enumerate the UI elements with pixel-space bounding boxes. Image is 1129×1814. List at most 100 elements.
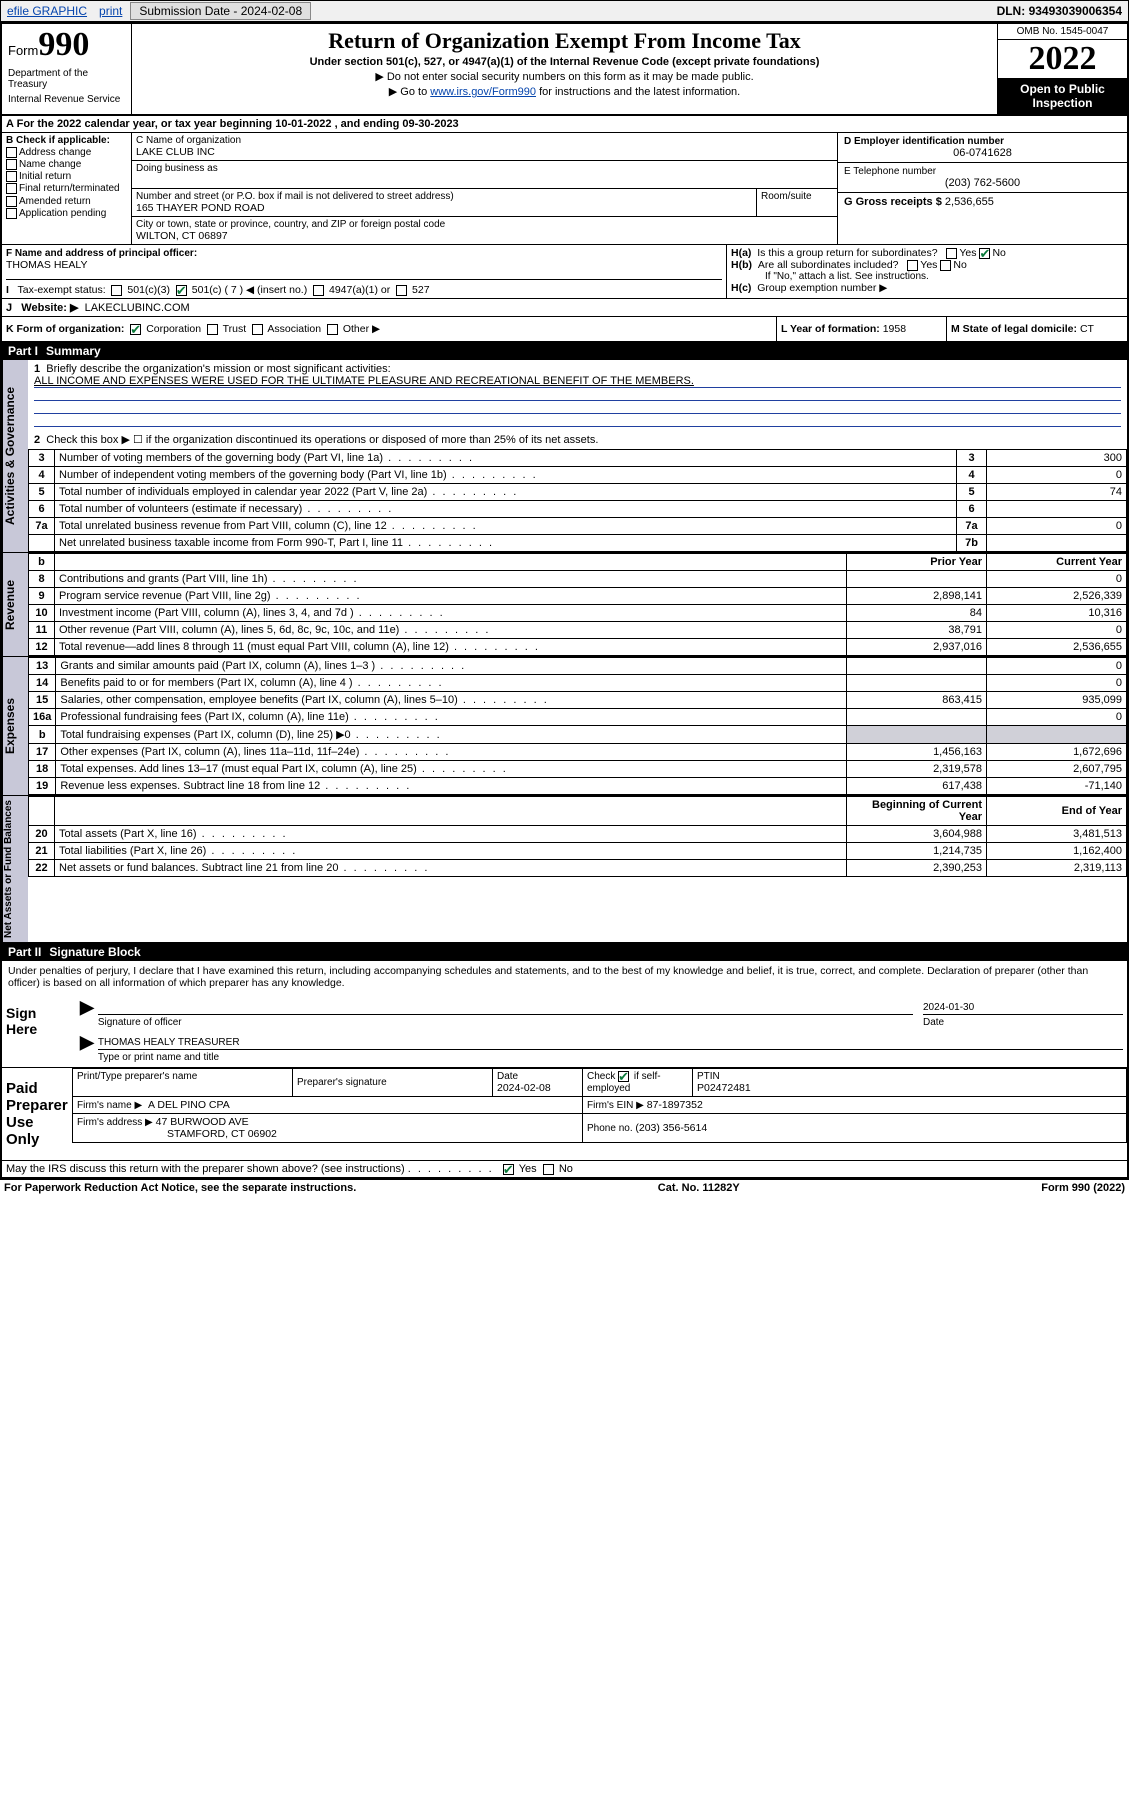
row-desc: Total unrelated business revenue from Pa… — [55, 518, 957, 535]
submission-date-btn[interactable]: Submission Date - 2024-02-08 — [130, 2, 311, 20]
row-current-year: 2,319,113 — [987, 860, 1127, 877]
officer-name-label: Type or print name and title — [98, 1052, 1123, 1063]
part2-label: Part II — [8, 945, 41, 959]
row-desc: Total number of volunteers (estimate if … — [55, 501, 957, 518]
chk-hb-yes[interactable] — [907, 260, 918, 271]
chk-trust[interactable] — [207, 324, 218, 335]
row-num: 10 — [29, 605, 55, 622]
row-desc: Total number of individuals employed in … — [55, 484, 957, 501]
row-prior-year: 1,214,735 — [847, 843, 987, 860]
row-desc: Revenue less expenses. Subtract line 18 … — [56, 778, 847, 795]
firm-phone-label: Phone no. — [587, 1123, 635, 1134]
chk-527[interactable] — [396, 285, 407, 296]
table-row: 12Total revenue—add lines 8 through 11 (… — [29, 639, 1127, 656]
row-num: 14 — [29, 675, 56, 692]
officer-signature-line[interactable] — [98, 999, 913, 1015]
row-current-year: 1,162,400 — [987, 843, 1127, 860]
year-cell: OMB No. 1545-0047 2022 Open to Public In… — [997, 24, 1127, 114]
chk-final-return[interactable] — [6, 183, 17, 194]
dln: DLN: 93493039006354 — [997, 4, 1128, 18]
addr-label: Number and street (or P.O. box if mail i… — [136, 191, 752, 202]
row-prior-year: 2,390,253 — [847, 860, 987, 877]
row-ref: 6 — [957, 501, 987, 518]
sidebar-balances: Net Assets or Fund Balances — [2, 796, 28, 942]
row-num: 17 — [29, 744, 56, 761]
lbl-application-pending: Application pending — [19, 208, 106, 219]
table-row: 3Number of voting members of the governi… — [29, 450, 1127, 467]
row-num: 22 — [29, 860, 55, 877]
chk-assoc[interactable] — [252, 324, 263, 335]
mission-q: Briefly describe the organization's miss… — [46, 363, 390, 375]
row-desc: Other revenue (Part VIII, column (A), li… — [55, 622, 847, 639]
chk-501c3[interactable] — [111, 285, 122, 296]
row-current-year: 3,481,513 — [987, 826, 1127, 843]
chk-discuss-yes[interactable] — [503, 1164, 514, 1175]
sign-date-line: 2024-01-30 — [923, 999, 1123, 1015]
tax-exempt-label: Tax-exempt status: — [18, 284, 106, 296]
row-prior-year: 863,415 — [847, 692, 987, 709]
firm-addr1: 47 BURWOOD AVE — [156, 1116, 249, 1128]
klm-row: K Form of organization: Corporation Trus… — [2, 317, 1127, 342]
form-title-cell: Return of Organization Exempt From Incom… — [132, 24, 997, 114]
form-number: 990 — [38, 26, 89, 63]
row-current-year: 0 — [987, 571, 1127, 588]
line-a-end: 09-30-2023 — [402, 118, 458, 130]
row-prior-year — [847, 726, 987, 744]
chk-corp[interactable] — [130, 324, 141, 335]
chk-discuss-no[interactable] — [543, 1164, 554, 1175]
row-value: 0 — [987, 518, 1127, 535]
row-num: b — [29, 726, 56, 744]
note2-pre: ▶ Go to — [389, 86, 430, 98]
efile-link[interactable]: efile GRAPHIC — [1, 4, 93, 18]
chk-other[interactable] — [327, 324, 338, 335]
expenses-table: 13Grants and similar amounts paid (Part … — [28, 657, 1127, 795]
lbl-final-return: Final return/terminated — [19, 184, 120, 195]
line-a-tax-year: A For the 2022 calendar year, or tax yea… — [2, 116, 1127, 133]
bal-hdr-blank1 — [29, 797, 55, 826]
footer-mid: Cat. No. 11282Y — [658, 1182, 740, 1194]
footer-right: Form 990 (2022) — [1041, 1182, 1125, 1194]
chk-4947[interactable] — [313, 285, 324, 296]
chk-hb-no[interactable] — [940, 260, 951, 271]
irs-instructions-link[interactable]: www.irs.gov/Form990 — [430, 86, 536, 98]
sign-arrow2-icon: ▶ — [76, 1032, 98, 1063]
chk-name-change[interactable] — [6, 159, 17, 170]
row-desc: Net unrelated business taxable income fr… — [55, 535, 957, 552]
print-link[interactable]: print — [93, 4, 128, 18]
table-row: 19Revenue less expenses. Subtract line 1… — [29, 778, 1127, 795]
section-e-label: E Telephone number — [844, 166, 1121, 177]
row-prior-year — [847, 658, 987, 675]
org-address: 165 THAYER POND ROAD — [136, 202, 752, 214]
row-num: 5 — [29, 484, 55, 501]
chk-ha-no[interactable] — [979, 248, 990, 259]
table-row: 18Total expenses. Add lines 13–17 (must … — [29, 761, 1127, 778]
row-desc: Number of independent voting members of … — [55, 467, 957, 484]
chk-self-employed[interactable] — [618, 1071, 629, 1082]
hdr-begin-year: Beginning of Current Year — [847, 797, 987, 826]
chk-application-pending[interactable] — [6, 208, 17, 219]
org-name: LAKE CLUB INC — [136, 146, 833, 158]
row-prior-year: 2,898,141 — [847, 588, 987, 605]
chk-ha-yes[interactable] — [946, 248, 957, 259]
chk-initial-return[interactable] — [6, 171, 17, 182]
chk-address-change[interactable] — [6, 147, 17, 158]
bal-hdr-blank2 — [55, 797, 847, 826]
table-row: 9Program service revenue (Part VIII, lin… — [29, 588, 1127, 605]
hb-text: Are all subordinates included? — [758, 259, 899, 271]
org-city: WILTON, CT 06897 — [136, 230, 833, 242]
row-desc: Program service revenue (Part VIII, line… — [55, 588, 847, 605]
form-header: Form990 Department of the Treasury Inter… — [2, 24, 1127, 116]
chk-501c[interactable] — [176, 285, 187, 296]
chk-amended-return[interactable] — [6, 196, 17, 207]
row-prior-year: 38,791 — [847, 622, 987, 639]
sign-here-label: Sign Here — [2, 993, 72, 1067]
firm-phone: (203) 356-5614 — [635, 1122, 707, 1134]
section-f-label: F Name and address of principal officer: — [6, 248, 197, 259]
part1-header: Part I Summary — [2, 342, 1127, 360]
ptin-label: PTIN — [697, 1071, 1122, 1082]
section-f: F Name and address of principal officer:… — [6, 247, 722, 271]
row-prior-year: 3,604,988 — [847, 826, 987, 843]
row-current-year: 2,607,795 — [987, 761, 1127, 778]
row-desc: Contributions and grants (Part VIII, lin… — [55, 571, 847, 588]
room-label: Room/suite — [761, 191, 833, 202]
